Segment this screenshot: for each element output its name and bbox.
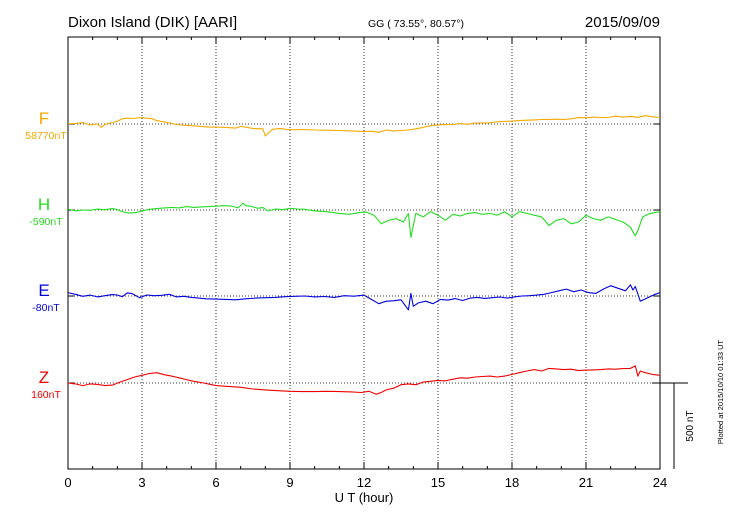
- scale-bar-label: 500 nT: [685, 410, 696, 441]
- x-tick-label: 3: [138, 475, 145, 490]
- x-tick-label: 9: [286, 475, 293, 490]
- x-tick-label: 0: [64, 475, 71, 490]
- scale-bar: 500 nT: [652, 382, 696, 469]
- series-labels: F 58770nT H -590nT E -80nT Z 160nT: [25, 109, 67, 401]
- series-lines: [67, 115, 661, 395]
- x-tick-label: 6: [212, 475, 219, 490]
- x-tick-label: 15: [431, 475, 445, 490]
- x-axis-ticks: 0 3 6 9 12 15 18 21 24: [64, 37, 667, 490]
- station-title: Dixon Island (DIK) [AARI]: [68, 14, 237, 31]
- grid-lines: [68, 37, 660, 469]
- series-name-h: H: [38, 195, 50, 214]
- series-baseline-e: -80nT: [32, 302, 60, 314]
- x-tick-label: 24: [653, 475, 667, 490]
- series-line-e: [67, 284, 661, 311]
- series-baseline-h: -590nT: [29, 216, 63, 228]
- x-tick-label: 21: [579, 475, 593, 490]
- coordinates-label: GG ( 73.55°, 80.57°): [368, 18, 464, 30]
- series-line-f: [67, 115, 661, 137]
- series-baseline-f: 58770nT: [25, 130, 67, 142]
- series-name-z: Z: [39, 368, 49, 387]
- series-line-z: [67, 365, 661, 395]
- x-axis-label: U T (hour): [335, 490, 394, 505]
- series-line-h: [67, 202, 661, 239]
- series-name-f: F: [39, 109, 49, 128]
- date-label: 2015/09/09: [585, 14, 660, 31]
- x-tick-label: 12: [357, 475, 371, 490]
- series-baseline-z: 160nT: [31, 389, 61, 401]
- series-name-e: E: [38, 281, 49, 300]
- plotted-timestamp: Plotted at 2015/10/10 01:33 UT: [716, 339, 725, 444]
- x-tick-label: 18: [505, 475, 519, 490]
